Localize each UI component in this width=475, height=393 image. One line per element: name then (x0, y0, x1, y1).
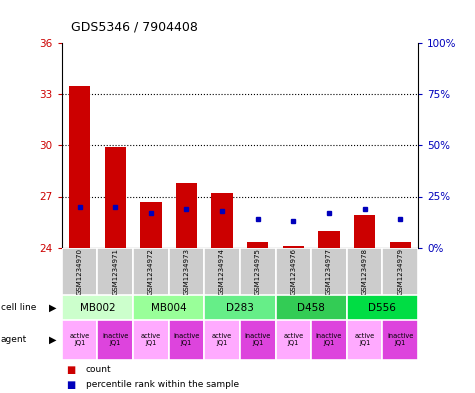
Text: MB002: MB002 (80, 303, 115, 312)
Bar (204, 295, 276, 320)
Bar (133, 320, 169, 360)
Bar (140, 202, 162, 248)
Bar (62, 295, 133, 320)
Text: ▶: ▶ (48, 335, 56, 345)
Bar (390, 242, 411, 248)
Bar (97, 320, 133, 360)
Text: agent: agent (1, 336, 27, 344)
Bar (276, 295, 347, 320)
Text: GSM1234979: GSM1234979 (397, 248, 403, 295)
Text: MB004: MB004 (151, 303, 186, 312)
Bar (276, 248, 311, 295)
Text: D458: D458 (297, 303, 325, 312)
Bar (133, 248, 169, 295)
Bar (169, 248, 204, 295)
Bar (247, 242, 268, 248)
Text: GSM1234978: GSM1234978 (361, 248, 368, 295)
Bar (104, 147, 126, 248)
Bar (347, 320, 382, 360)
Bar (176, 183, 197, 248)
Bar (382, 248, 418, 295)
Text: percentile rank within the sample: percentile rank within the sample (86, 380, 238, 389)
Text: ■: ■ (66, 365, 76, 375)
Text: GSM1234971: GSM1234971 (112, 248, 118, 295)
Bar (276, 320, 311, 360)
Text: GSM1234974: GSM1234974 (219, 248, 225, 295)
Text: active
JQ1: active JQ1 (69, 333, 90, 347)
Bar (169, 320, 204, 360)
Bar (311, 320, 347, 360)
Bar (354, 215, 375, 248)
Bar (69, 86, 90, 248)
Text: active
JQ1: active JQ1 (354, 333, 375, 347)
Bar (62, 320, 97, 360)
Bar (318, 231, 340, 248)
Text: GSM1234970: GSM1234970 (76, 248, 83, 295)
Text: inactive
JQ1: inactive JQ1 (173, 333, 200, 347)
Text: inactive
JQ1: inactive JQ1 (316, 333, 342, 347)
Text: ▶: ▶ (48, 303, 56, 312)
Text: active
JQ1: active JQ1 (283, 333, 304, 347)
Text: active
JQ1: active JQ1 (212, 333, 232, 347)
Text: GDS5346 / 7904408: GDS5346 / 7904408 (71, 20, 198, 33)
Bar (204, 320, 240, 360)
Text: count: count (86, 365, 111, 375)
Bar (62, 248, 97, 295)
Text: active
JQ1: active JQ1 (141, 333, 161, 347)
Bar (347, 295, 418, 320)
Bar (347, 248, 382, 295)
Bar (240, 248, 276, 295)
Text: cell line: cell line (1, 303, 36, 312)
Text: ■: ■ (66, 380, 76, 389)
Text: GSM1234976: GSM1234976 (290, 248, 296, 295)
Text: inactive
JQ1: inactive JQ1 (245, 333, 271, 347)
Text: D283: D283 (226, 303, 254, 312)
Bar (211, 193, 233, 248)
Bar (311, 248, 347, 295)
Text: GSM1234977: GSM1234977 (326, 248, 332, 295)
Text: GSM1234973: GSM1234973 (183, 248, 190, 295)
Bar (133, 295, 204, 320)
Bar (204, 248, 240, 295)
Text: inactive
JQ1: inactive JQ1 (102, 333, 128, 347)
Text: GSM1234972: GSM1234972 (148, 248, 154, 295)
Text: D556: D556 (369, 303, 396, 312)
Bar (97, 248, 133, 295)
Bar (240, 320, 276, 360)
Bar (382, 320, 418, 360)
Text: inactive
JQ1: inactive JQ1 (387, 333, 413, 347)
Text: GSM1234975: GSM1234975 (255, 248, 261, 295)
Bar (283, 246, 304, 248)
